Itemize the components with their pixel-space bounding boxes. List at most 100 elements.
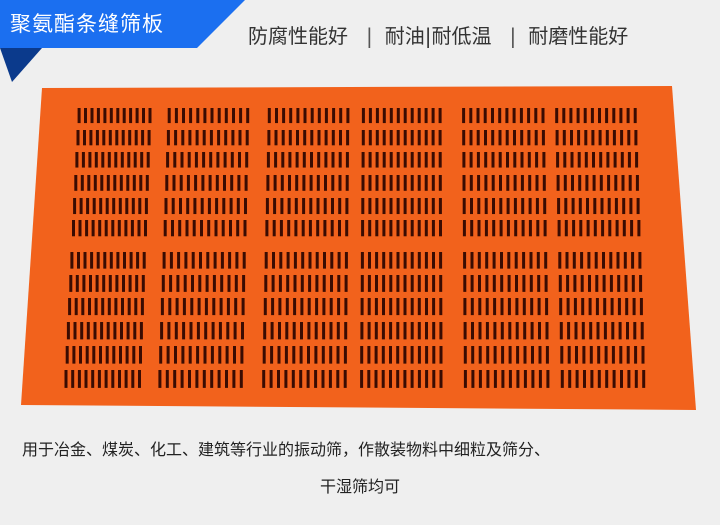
- slot: [81, 298, 85, 316]
- slot: [522, 275, 526, 292]
- slot: [288, 152, 292, 168]
- slot: [95, 275, 99, 292]
- slot: [410, 298, 414, 316]
- slot: [279, 220, 283, 237]
- slot: [292, 322, 296, 340]
- slot: [244, 198, 247, 215]
- slot: [612, 108, 616, 124]
- slot: [280, 198, 284, 215]
- slot: [605, 108, 609, 124]
- slot: [181, 130, 185, 146]
- slot: [272, 220, 276, 237]
- slot: [214, 220, 218, 237]
- slot: [100, 175, 104, 191]
- slot: [634, 346, 638, 364]
- slot: [592, 152, 595, 168]
- slot: [382, 298, 385, 316]
- slot: [637, 220, 641, 237]
- slot: [569, 108, 573, 124]
- slot: [294, 220, 298, 237]
- slot: [424, 220, 428, 237]
- slot: [469, 108, 473, 124]
- slot: [424, 130, 428, 146]
- slot: [317, 108, 321, 124]
- slot: [535, 175, 539, 191]
- slot: [611, 322, 615, 340]
- slot: [131, 370, 135, 388]
- slot: [69, 275, 73, 292]
- slot: [309, 198, 313, 215]
- slot: [112, 346, 116, 364]
- slot: [337, 298, 341, 316]
- slot: [130, 220, 134, 237]
- slot: [491, 152, 495, 168]
- slot: [361, 152, 365, 168]
- slot: [520, 175, 524, 191]
- slot: [345, 152, 349, 168]
- slot: [271, 298, 275, 316]
- slot: [296, 130, 299, 146]
- slot: [307, 346, 310, 364]
- slot: [345, 198, 349, 215]
- slot: [499, 198, 503, 215]
- slot: [128, 130, 132, 146]
- slot: [565, 252, 569, 269]
- slot: [403, 298, 407, 316]
- slot: [339, 130, 342, 146]
- slot: [506, 175, 510, 191]
- slot: [79, 346, 82, 364]
- slot: [361, 108, 365, 124]
- slot: [599, 175, 603, 191]
- slot: [217, 370, 221, 388]
- slot: [431, 198, 435, 215]
- slot: [513, 130, 516, 146]
- slot: [338, 198, 342, 215]
- slot: [580, 275, 584, 292]
- slot: [438, 152, 442, 168]
- slot: [627, 130, 631, 146]
- slot: [224, 130, 228, 146]
- slot: [232, 370, 236, 388]
- slot: [595, 298, 599, 316]
- slot: [213, 252, 217, 269]
- slot: [531, 370, 535, 388]
- slot: [105, 198, 109, 215]
- slot: [396, 175, 400, 191]
- slot: [129, 108, 133, 124]
- slot: [196, 322, 200, 340]
- slot: [498, 108, 502, 124]
- slot: [225, 346, 229, 364]
- slot: [389, 108, 393, 124]
- slot: [617, 275, 621, 292]
- slot: [424, 252, 428, 269]
- slot: [209, 152, 213, 168]
- slot: [396, 108, 400, 124]
- slot: [202, 370, 206, 388]
- slot: [389, 370, 392, 388]
- slot: [620, 130, 624, 146]
- slot: [635, 175, 639, 191]
- slot: [396, 275, 400, 292]
- slot: [196, 108, 200, 124]
- slot: [578, 198, 582, 215]
- slot: [382, 108, 386, 124]
- slot: [144, 198, 148, 215]
- slot: [86, 322, 90, 340]
- slot: [281, 152, 285, 168]
- slot: [241, 298, 245, 316]
- slot: [543, 198, 547, 215]
- slot: [469, 152, 473, 168]
- slot: [109, 108, 113, 124]
- slot: [317, 152, 321, 168]
- slot: [302, 152, 306, 168]
- slot: [212, 275, 216, 292]
- slot: [614, 175, 618, 191]
- slot: [545, 298, 549, 316]
- slot: [99, 346, 102, 364]
- slot: [528, 198, 532, 215]
- slot: [375, 130, 379, 146]
- slot: [148, 108, 152, 124]
- slot: [241, 322, 244, 340]
- slot: [314, 322, 318, 340]
- slot: [343, 346, 347, 364]
